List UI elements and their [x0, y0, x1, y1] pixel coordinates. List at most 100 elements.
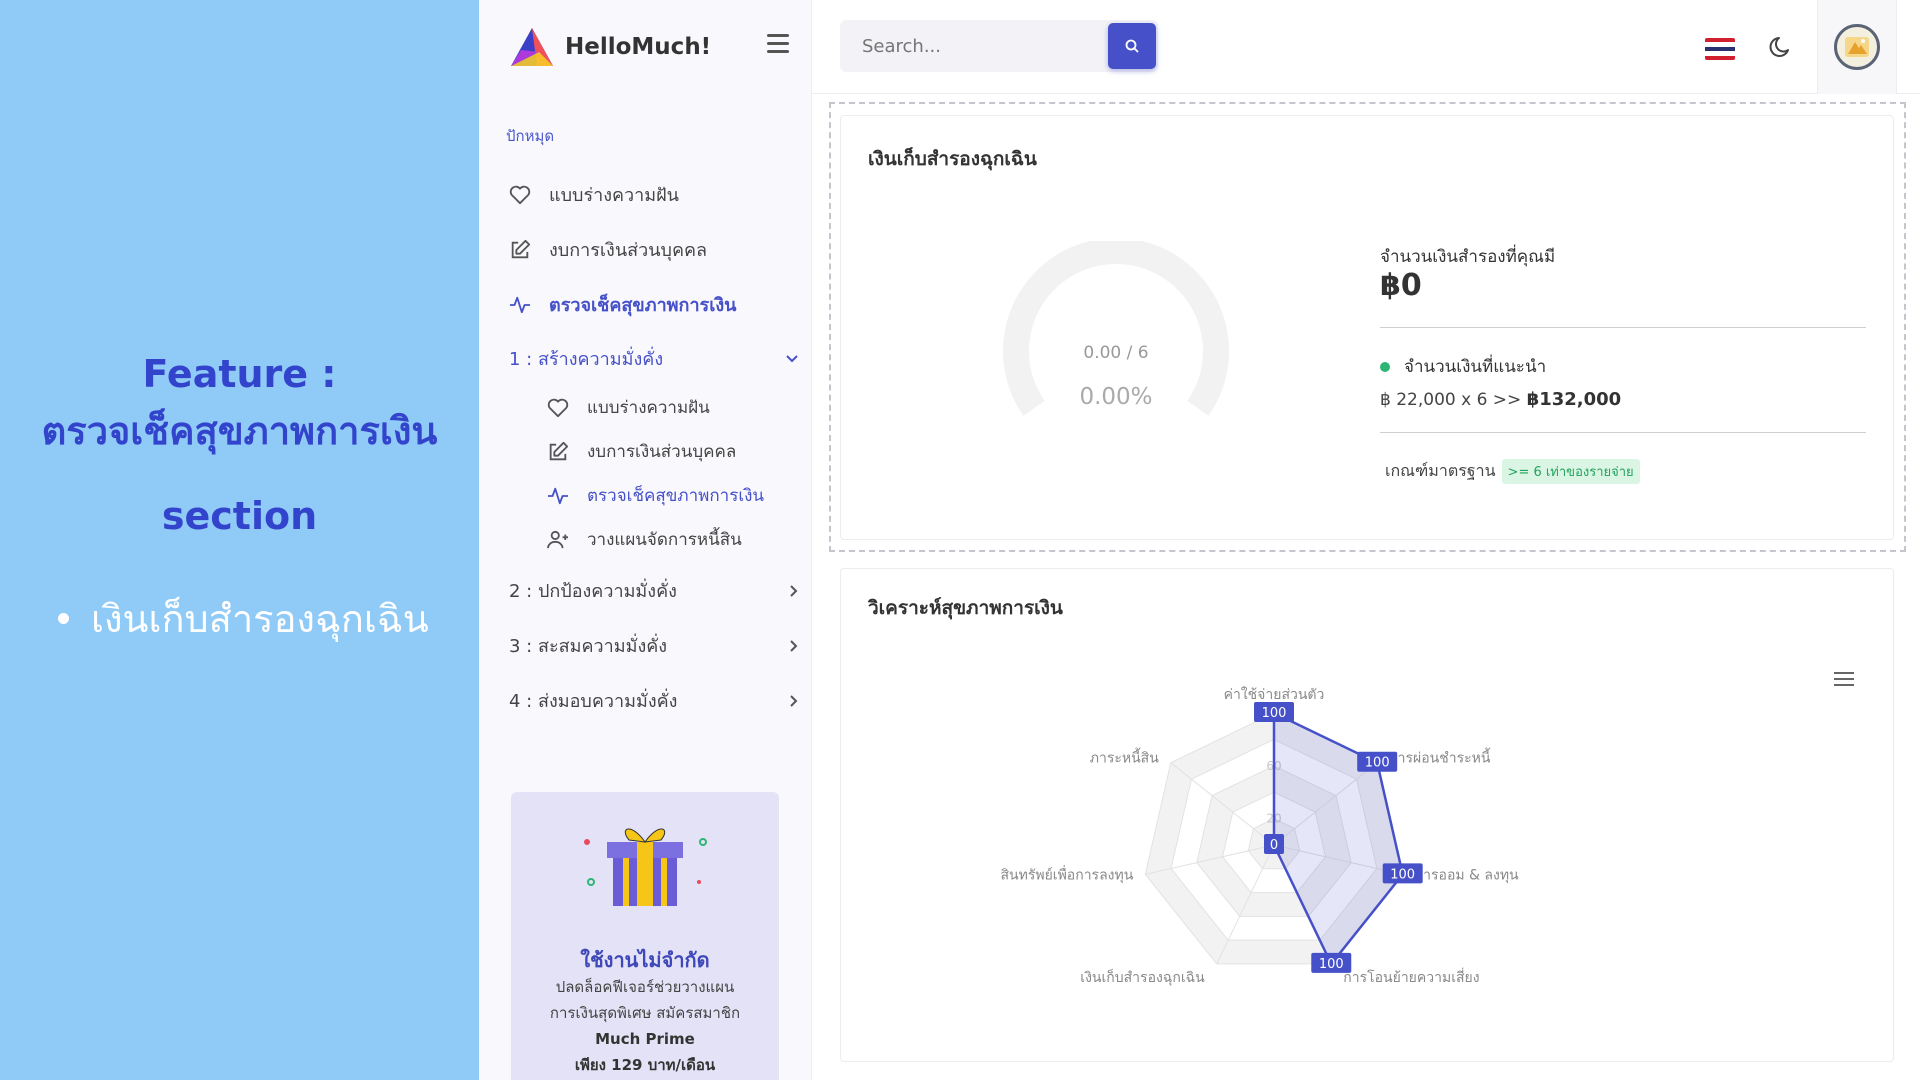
user-plus-icon — [547, 529, 569, 551]
current-reserve-amount: ฿0 — [1380, 268, 1422, 303]
radar-data-label-box — [1382, 863, 1423, 884]
logo-icon — [511, 28, 553, 66]
standard-badge: >= 6 เท่าของรายจ่าย — [1501, 459, 1640, 484]
radar-data-label: 0 — [1270, 838, 1278, 853]
recommended-calc: ฿ 22,000 x 6 >> ฿132,000 — [1380, 389, 1621, 410]
radar-data-label: 100 — [1365, 756, 1390, 771]
promo-text: ปลดล็อคฟีเจอร์ช่วยวางแผน การเงินสุดพิเศษ… — [511, 974, 779, 1078]
search-button[interactable] — [1108, 23, 1156, 69]
chart-menu-icon[interactable] — [1834, 672, 1854, 688]
menu-toggle-icon[interactable] — [767, 34, 789, 53]
sidebar-subitem-label: วางแผนจัดการหนี้สิน — [587, 530, 742, 550]
search-input[interactable] — [840, 20, 1102, 72]
radar-data-label: 100 — [1319, 957, 1344, 972]
pinned-section-label: ปักหมุด — [506, 127, 555, 145]
sidebar-subitem-dream-draft[interactable]: แบบร่างความฝัน — [547, 394, 710, 421]
financial-analysis-card: วิเคราะห์สุขภาพการเงิน 6020ค่าใช้จ่ายส่ว… — [840, 568, 1894, 1062]
avatar[interactable] — [1834, 24, 1880, 70]
sidebar-subitem-personal-statement[interactable]: งบการเงินส่วนบุคคล — [547, 438, 736, 465]
promo-line: ปลดล็อคฟีเจอร์ช่วยวางแผน — [555, 978, 735, 996]
activity-icon — [509, 294, 531, 316]
promo-card[interactable]: ใช้งานไม่จำกัด ปลดล็อคฟีเจอร์ช่วยวางแผน … — [511, 792, 779, 1080]
brand[interactable]: HelloMuch! — [509, 26, 711, 68]
radar-category-label: ค่าใช้จ่ายส่วนตัว — [1224, 686, 1325, 703]
gauge-percent-text: 0.00% — [1079, 384, 1153, 410]
radar-category-label: สินทรัพย์เพื่อการลงทุน — [1001, 865, 1134, 883]
feature-section-label: section — [161, 494, 318, 538]
gauge-track — [1003, 241, 1229, 416]
feature-title: Feature : — [142, 352, 337, 396]
sidebar: HelloMuch! ปักหมุด แบบร่างความฝัน งบการเ… — [479, 0, 812, 1080]
edit-icon — [547, 441, 569, 463]
feature-panel: Feature : ตรวจเช็คสุขภาพการเงิน section … — [0, 0, 479, 1080]
sidebar-subitem-label: งบการเงินส่วนบุคคล — [587, 442, 737, 462]
sidebar-item-personal-statement[interactable]: งบการเงินส่วนบุคคล — [509, 235, 707, 264]
emergency-fund-card: เงินเก็บสำรองฉุกเฉิน 0.00 / 6 0.00% จำนว… — [840, 115, 1894, 540]
dark-mode-moon-icon[interactable] — [1768, 34, 1794, 60]
radar-data-label-box — [1357, 751, 1398, 772]
radar-data-label-box — [1254, 702, 1294, 722]
sidebar-group-transfer-wealth[interactable]: 4 : ส่งมอบความมั่งคั่ง — [509, 686, 799, 715]
standard-row: เกณฑ์มาตรฐาน >= 6 เท่าของรายจ่าย — [1385, 459, 1640, 484]
recommended-label: จำนวนเงินที่แนะนำ — [1404, 357, 1547, 377]
sidebar-item-financial-health[interactable]: ตรวจเช็คสุขภาพการเงิน — [509, 290, 736, 319]
standard-label: เกณฑ์มาตรฐาน — [1385, 461, 1496, 480]
bullet-dot-icon — [58, 613, 69, 624]
radar-category-label: การออม & ลงทุน — [1415, 867, 1519, 883]
heart-icon — [547, 397, 569, 419]
recommended-row: จำนวนเงินที่แนะนำ — [1380, 353, 1546, 380]
radar-data-label-box — [1311, 952, 1352, 973]
profile-area[interactable] — [1817, 0, 1897, 94]
sidebar-subitem-financial-health[interactable]: ตรวจเช็คสุขภาพการเงิน — [547, 482, 764, 509]
sidebar-group-build-wealth[interactable]: 1 : สร้างความมั่งคั่ง — [509, 344, 799, 373]
sidebar-group-accumulate-wealth[interactable]: 3 : สะสมความมั่งคั่ง — [509, 631, 799, 660]
heart-icon — [509, 184, 531, 206]
gauge-ratio-text: 0.00 / 6 — [1083, 343, 1149, 363]
promo-title: ใช้งานไม่จำกัด — [580, 948, 710, 972]
sidebar-group-label: 3 : สะสมความมั่งคั่ง — [509, 636, 668, 657]
current-reserve-label: จำนวนเงินสำรองที่คุณมี — [1380, 247, 1556, 267]
recommended-formula: ฿ 22,000 x 6 >> — [1380, 390, 1527, 410]
chevron-right-icon — [790, 584, 798, 597]
card-title: เงินเก็บสำรองฉุกเฉิน — [868, 148, 1037, 170]
activity-icon — [547, 485, 569, 507]
avatar-image-icon — [1845, 37, 1869, 57]
status-dot-icon — [1380, 361, 1390, 372]
radar-chart: 6020ค่าใช้จ่ายส่วนตัวการผ่อนชำระหนี้การอ… — [1001, 686, 1520, 986]
radar-data-label: 100 — [1262, 706, 1287, 721]
topbar — [812, 0, 1920, 94]
radar-axis-line — [1216, 844, 1275, 965]
emergency-gauge — [1003, 241, 1229, 416]
sidebar-subitem-label: แบบร่างความฝัน — [587, 398, 710, 418]
radar-axis-line — [1273, 844, 1403, 875]
radar-category-label: ภาระหนี้สิน — [1090, 748, 1159, 767]
radar-category-label: การโอนย้ายความเสี่ยง — [1343, 968, 1479, 986]
chevron-right-icon — [790, 639, 798, 652]
feature-subtitle: ตรวจเช็คสุขภาพการเงิน — [41, 409, 438, 453]
chevron-down-icon — [786, 354, 798, 362]
divider — [1380, 432, 1866, 433]
sidebar-item-label: แบบร่างความฝัน — [549, 185, 679, 206]
card-title: วิเคราะห์สุขภาพการเงิน — [868, 597, 1063, 619]
radar-data-label-box — [1264, 834, 1284, 854]
divider — [1380, 327, 1866, 328]
sidebar-group-label: 1 : สร้างความมั่งคั่ง — [509, 349, 664, 370]
thai-flag-icon[interactable] — [1705, 38, 1735, 60]
sidebar-item-label: งบการเงินส่วนบุคคล — [549, 240, 708, 261]
gift-icon — [584, 828, 707, 906]
radar-category-label: เงินเก็บสำรองฉุกเฉิน — [1080, 968, 1205, 986]
sidebar-subitem-debt-plan[interactable]: วางแผนจัดการหนี้สิน — [547, 526, 742, 553]
sidebar-group-label: 4 : ส่งมอบความมั่งคั่ง — [509, 691, 678, 712]
radar-axis-line — [1145, 844, 1275, 875]
sidebar-group-label: 2 : ปกป้องความมั่งคั่ง — [509, 581, 677, 602]
radar-axis-line — [1273, 762, 1378, 846]
radar-axis-line — [1170, 762, 1275, 846]
feature-bullet: เงินเก็บสำรองฉุกเฉิน — [58, 588, 429, 649]
brand-name: HelloMuch! — [565, 34, 712, 60]
sidebar-item-label: ตรวจเช็คสุขภาพการเงิน — [549, 295, 737, 316]
sidebar-item-dream-draft[interactable]: แบบร่างความฝัน — [509, 180, 679, 209]
sidebar-group-protect-wealth[interactable]: 2 : ปกป้องความมั่งคั่ง — [509, 576, 799, 605]
feature-bullet-text: เงินเก็บสำรองฉุกเฉิน — [91, 597, 429, 641]
highlight-dashed-border — [829, 102, 1906, 552]
sidebar-subitem-label: ตรวจเช็คสุขภาพการเงิน — [587, 486, 765, 506]
